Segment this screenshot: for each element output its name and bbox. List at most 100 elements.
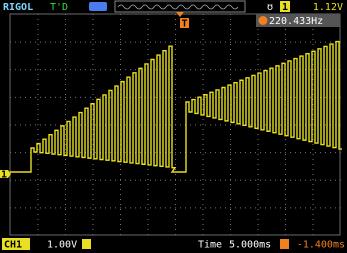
grid-dot: [93, 69, 94, 70]
grid-dot: [245, 207, 246, 208]
grid-dot: [93, 44, 94, 45]
grid-dot: [310, 207, 311, 208]
grid-dot: [258, 214, 259, 215]
grid-dot: [60, 69, 61, 70]
grid-dot: [230, 59, 231, 60]
grid-dot: [120, 44, 121, 45]
grid-dot: [250, 42, 251, 43]
grid-dot: [93, 164, 94, 165]
grid-dot: [38, 209, 39, 210]
grid-dot: [148, 39, 149, 40]
grid-dot: [258, 44, 259, 45]
grid-dot: [65, 74, 66, 75]
grid-dot: [230, 74, 231, 75]
grid-dot: [135, 207, 136, 208]
grid-dot: [120, 29, 121, 30]
grid-dot: [93, 224, 94, 225]
grid-dot: [38, 99, 39, 100]
grid-dot: [185, 207, 186, 208]
grid-dot: [190, 125, 191, 126]
grid-dot: [135, 180, 136, 181]
grid-dot: [270, 207, 271, 208]
grid-dot: [120, 219, 121, 220]
grid-dot: [325, 97, 326, 98]
grid-dot: [285, 184, 286, 185]
grid-dot: [38, 94, 39, 95]
grid-dot: [313, 154, 314, 155]
grid-dot: [130, 207, 131, 208]
grid-dot: [280, 180, 281, 181]
grid-dot: [95, 207, 96, 208]
grid-dot: [65, 79, 66, 80]
grid-dot: [175, 29, 176, 30]
grid-dot: [45, 42, 46, 43]
grid-dot: [50, 207, 51, 208]
grid-dot: [93, 39, 94, 40]
grid-dot: [295, 180, 296, 181]
grid-dot: [258, 174, 259, 175]
grid-dot: [285, 44, 286, 45]
grid-dot: [255, 42, 256, 43]
grid-dot: [130, 180, 131, 181]
grid-dot: [260, 180, 261, 181]
grid-dot: [205, 207, 206, 208]
grid-dot: [258, 189, 259, 190]
grid-dot: [55, 42, 56, 43]
grid-dot: [65, 194, 66, 195]
grid-dot: [280, 97, 281, 98]
grid-dot: [230, 39, 231, 40]
grid-dot: [38, 154, 39, 155]
grid-dot: [250, 97, 251, 98]
grid-dot: [20, 207, 21, 208]
grid-dot: [45, 207, 46, 208]
grid-dot: [65, 104, 66, 105]
grid-dot: [185, 69, 186, 70]
grid-dot: [258, 69, 259, 70]
grid-dot: [255, 207, 256, 208]
grid-dot: [230, 34, 231, 35]
grid-dot: [170, 125, 171, 126]
grid-dot: [38, 214, 39, 215]
grid-dot: [330, 180, 331, 181]
grid-dot: [175, 74, 176, 75]
grid-dot: [235, 207, 236, 208]
grid-dot: [65, 174, 66, 175]
grid-dot: [335, 180, 336, 181]
grid-dot: [38, 64, 39, 65]
grid-dot: [30, 97, 31, 98]
grid-dot: [120, 39, 121, 40]
grid-dot: [310, 125, 311, 126]
grid-dot: [175, 199, 176, 200]
grid-dot: [65, 125, 66, 126]
grid-dot: [115, 180, 116, 181]
grid-dot: [25, 69, 26, 70]
grid-dot: [250, 152, 251, 153]
grid-dot: [38, 39, 39, 40]
grid-dot: [313, 199, 314, 200]
grid-dot: [150, 42, 151, 43]
grid-dot: [120, 189, 121, 190]
grid-dot: [175, 24, 176, 25]
grid-dot: [203, 204, 204, 205]
grid-dot: [125, 152, 126, 153]
grid-dot: [145, 180, 146, 181]
grid-dot: [85, 69, 86, 70]
grid-dot: [110, 125, 111, 126]
grid-dot: [215, 152, 216, 153]
grid-dot: [175, 114, 176, 115]
grid-dot: [203, 129, 204, 130]
grid-dot: [285, 180, 286, 181]
grid-dot: [120, 164, 121, 165]
grid-dot: [175, 224, 176, 225]
grid-dot: [258, 154, 259, 155]
grid-dot: [203, 44, 204, 45]
grid-dot: [75, 180, 76, 181]
grid-dot: [175, 64, 176, 65]
grid-dot: [50, 125, 51, 126]
grid-dot: [50, 180, 51, 181]
grid-dot: [285, 207, 286, 208]
grid-dot: [65, 34, 66, 35]
grid-dot: [230, 139, 231, 140]
grid-dot: [65, 54, 66, 55]
grid-dot: [285, 189, 286, 190]
